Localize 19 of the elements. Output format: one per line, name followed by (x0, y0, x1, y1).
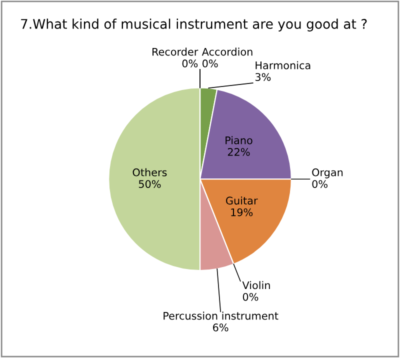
legend-label: Organ (312, 168, 343, 178)
data-label: 6% (213, 324, 228, 332)
text: 0% (182, 60, 198, 68)
chart-title: 7.What kind of musical instrument are you good at ? (21, 18, 367, 32)
data-label: 50% (138, 180, 161, 188)
slice-label: Others (132, 168, 167, 176)
category-label: Violin (242, 281, 270, 290)
slice-label: Percussion instrument (164, 312, 278, 320)
text: 0% (242, 292, 258, 301)
slice-label: Piano (226, 136, 252, 144)
category-label: Accordion (202, 48, 252, 56)
data-label: 22% (228, 148, 250, 156)
data-label: 3% (255, 73, 271, 81)
data-label: 19% (231, 208, 253, 216)
category-label: Recorder (152, 48, 198, 56)
slice-label: Harmonica (256, 61, 310, 70)
text: 0% (312, 180, 328, 188)
slice-label: Guitar (226, 196, 258, 205)
text: 0% (202, 60, 218, 68)
